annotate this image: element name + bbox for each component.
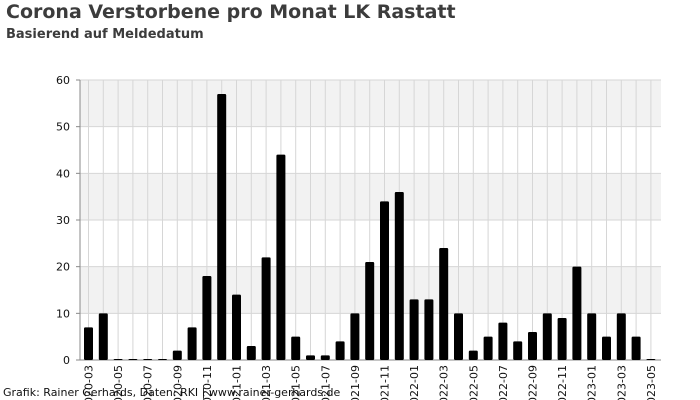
- bar-2021-11: [380, 201, 389, 360]
- bar-2022-12: [572, 266, 582, 360]
- x-tick-label: 2023-01: [586, 365, 599, 400]
- bar-2022-05: [468, 350, 478, 360]
- bar-2022-03: [439, 248, 449, 360]
- bar-2020-11: [202, 276, 212, 360]
- y-tick-label: 60: [56, 74, 70, 87]
- bar-2020-03: [84, 327, 93, 360]
- x-tick-label: 2021-01: [231, 365, 244, 400]
- bar-2021-02: [246, 346, 256, 360]
- bar-2022-02: [424, 299, 434, 360]
- bar-2023-02: [602, 336, 611, 360]
- x-tick-label: 2022-11: [556, 365, 569, 400]
- bar-2023-01: [587, 313, 597, 360]
- x-tick-label: 2021-09: [349, 365, 362, 400]
- grid-lines: [80, 79, 661, 361]
- x-tick-label: 2022-01: [408, 365, 421, 400]
- bar-2023-05: [646, 359, 656, 360]
- y-tick-label: 40: [56, 167, 70, 180]
- bar-2023-04: [631, 336, 641, 360]
- bar-2022-07: [498, 322, 508, 360]
- x-tick-label: 2020-11: [201, 365, 214, 400]
- x-tick-label: 2021-05: [290, 365, 303, 400]
- chart-subtitle: Basierend auf Meldedatum: [6, 27, 204, 42]
- x-tick-label: 2022-09: [527, 365, 540, 400]
- x-tick-label: 2020-03: [83, 365, 96, 400]
- x-tick-label: 2022-07: [497, 365, 510, 400]
- y-tick-label: 30: [56, 214, 70, 227]
- chart-title: Corona Verstorbene pro Monat LK Rastatt: [6, 1, 456, 23]
- x-tick-label: 2022-05: [467, 365, 480, 400]
- source-credit: Grafik: Rainer Gerhards, Daten: RKI | ww…: [3, 386, 341, 399]
- bar-2021-06: [306, 355, 315, 360]
- x-tick-label: 2022-03: [438, 365, 451, 400]
- bar-2022-09: [528, 332, 537, 360]
- bar-2021-05: [291, 336, 301, 360]
- y-tick-label: 10: [56, 307, 70, 320]
- bar-2021-09: [350, 313, 360, 360]
- bar-2021-10: [365, 262, 375, 360]
- x-tick-label: 2020-07: [142, 365, 155, 400]
- bar-2020-09: [172, 350, 182, 360]
- bar-2022-08: [513, 341, 523, 360]
- bar-2021-04: [276, 154, 286, 360]
- bars: [84, 94, 656, 360]
- bar-2020-07: [143, 359, 153, 360]
- grid-band: [80, 80, 661, 127]
- bar-2021-08: [335, 341, 345, 360]
- bar-2021-07: [320, 355, 330, 360]
- x-tick-label: 2023-05: [645, 365, 658, 400]
- x-tick-label: 2021-11: [379, 365, 392, 400]
- bar-2020-12: [217, 94, 227, 360]
- x-tick-label: 2020-05: [112, 365, 125, 400]
- y-tick-label: 50: [56, 121, 70, 134]
- x-tick-label: 2020-09: [171, 365, 184, 400]
- grid-band: [80, 173, 661, 220]
- y-tick-label: 20: [56, 261, 70, 274]
- bar-2022-01: [409, 299, 419, 360]
- bar-2022-04: [454, 313, 463, 360]
- bar-2020-04: [98, 313, 108, 360]
- bar-2020-10: [187, 327, 197, 360]
- y-tick-label: 0: [63, 354, 70, 367]
- bar-2020-05: [113, 359, 123, 360]
- bar-2020-08: [158, 359, 167, 360]
- bar-2021-12: [394, 192, 404, 360]
- bar-2022-06: [483, 336, 493, 360]
- bar-2021-03: [261, 257, 271, 360]
- x-tick-label: 2021-03: [260, 365, 273, 400]
- bar-2022-11: [557, 318, 567, 360]
- bar-2023-03: [616, 313, 626, 360]
- x-tick-label: 2021-07: [319, 365, 332, 400]
- bar-2022-10: [542, 313, 552, 360]
- bar-2020-06: [128, 359, 138, 360]
- x-tick-label: 2023-03: [615, 365, 628, 400]
- bar-2021-01: [232, 294, 241, 360]
- tick-labels: 0 10 20 30 40 50 60 2020-03 2020-05 2020-07 2020-0…: [56, 74, 658, 400]
